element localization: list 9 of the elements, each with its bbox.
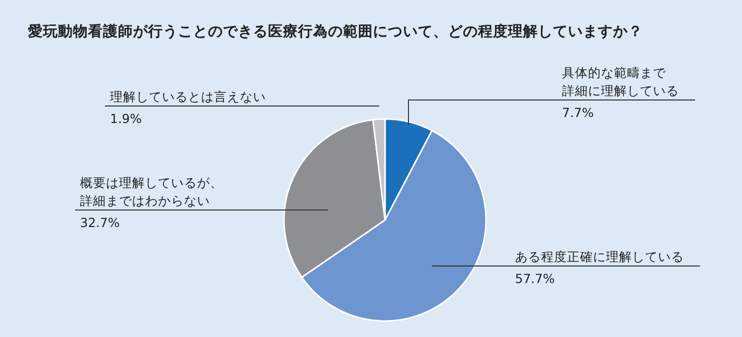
slice-label: 概要は理解しているが、詳細まではわからない [80,175,223,208]
slice-label: 理解しているとは言えない [110,89,266,104]
slice-label: ある程度正確に理解している [515,249,684,264]
data-label: 32.7% [80,215,120,230]
data-label: 57.7% [515,271,555,286]
data-label: 1.9% [110,111,142,126]
data-label: 7.7% [562,105,594,120]
chart-title: 愛玩動物看護師が行うことのできる医療行為の範囲について、どの程度理解していますか？ [28,22,643,40]
slice-label: 具体的な範疇まで詳細に理解している [562,65,679,98]
